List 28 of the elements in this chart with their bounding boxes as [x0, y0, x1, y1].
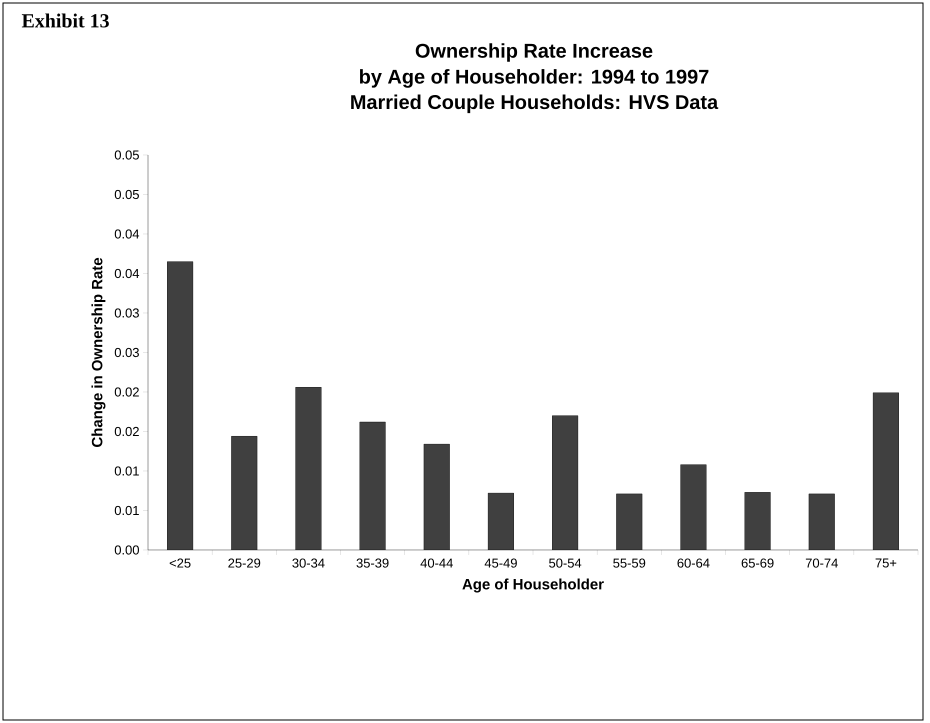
chart-subtitle: Married Couple Households: HVS Data — [351, 94, 718, 114]
y-tick-label: 0.04 — [114, 268, 140, 278]
x-tick-label: 45-49 — [484, 558, 517, 568]
y-tick-label: 0.03 — [114, 348, 139, 358]
x-tick-label: 55-59 — [613, 558, 646, 568]
x-tick-label: 50-54 — [549, 558, 582, 568]
text: Exhibit 13 — [22, 14, 109, 28]
x-tick-label: <25 — [170, 558, 191, 568]
x-tick-label: 65-69 — [742, 558, 774, 568]
x-tick-label: 40-44 — [420, 558, 453, 568]
y-tick-label: 0.03 — [114, 308, 139, 318]
y-tick-label: 0.00 — [114, 545, 139, 555]
x-tick-label: 30-34 — [292, 558, 325, 568]
x-tick-label: 25-29 — [228, 558, 260, 568]
y-tick-label: 0.05 — [114, 150, 139, 160]
y-tick-label: 0.05 — [114, 190, 139, 200]
y-tick-label: 0.02 — [114, 387, 139, 397]
y-axis-title: Change in Ownership Rate — [91, 258, 106, 447]
y-tick-label: 0.01 — [114, 466, 139, 476]
x-tick-label: 75+ — [876, 558, 896, 568]
chart-title: Ownership Rate Increase by Age of Householder: 1994 to 1997 — [360, 43, 708, 88]
y-tick-label: 0.01 — [114, 506, 139, 516]
y-tick-label: 0.04 — [114, 229, 140, 239]
x-axis-title: Age of Householder — [462, 578, 604, 593]
x-tick-label: 70-74 — [806, 558, 838, 568]
x-tick-label: 35-39 — [356, 558, 389, 568]
y-tick-label: 0.02 — [114, 426, 139, 436]
x-tick-label: 60-64 — [678, 558, 710, 568]
